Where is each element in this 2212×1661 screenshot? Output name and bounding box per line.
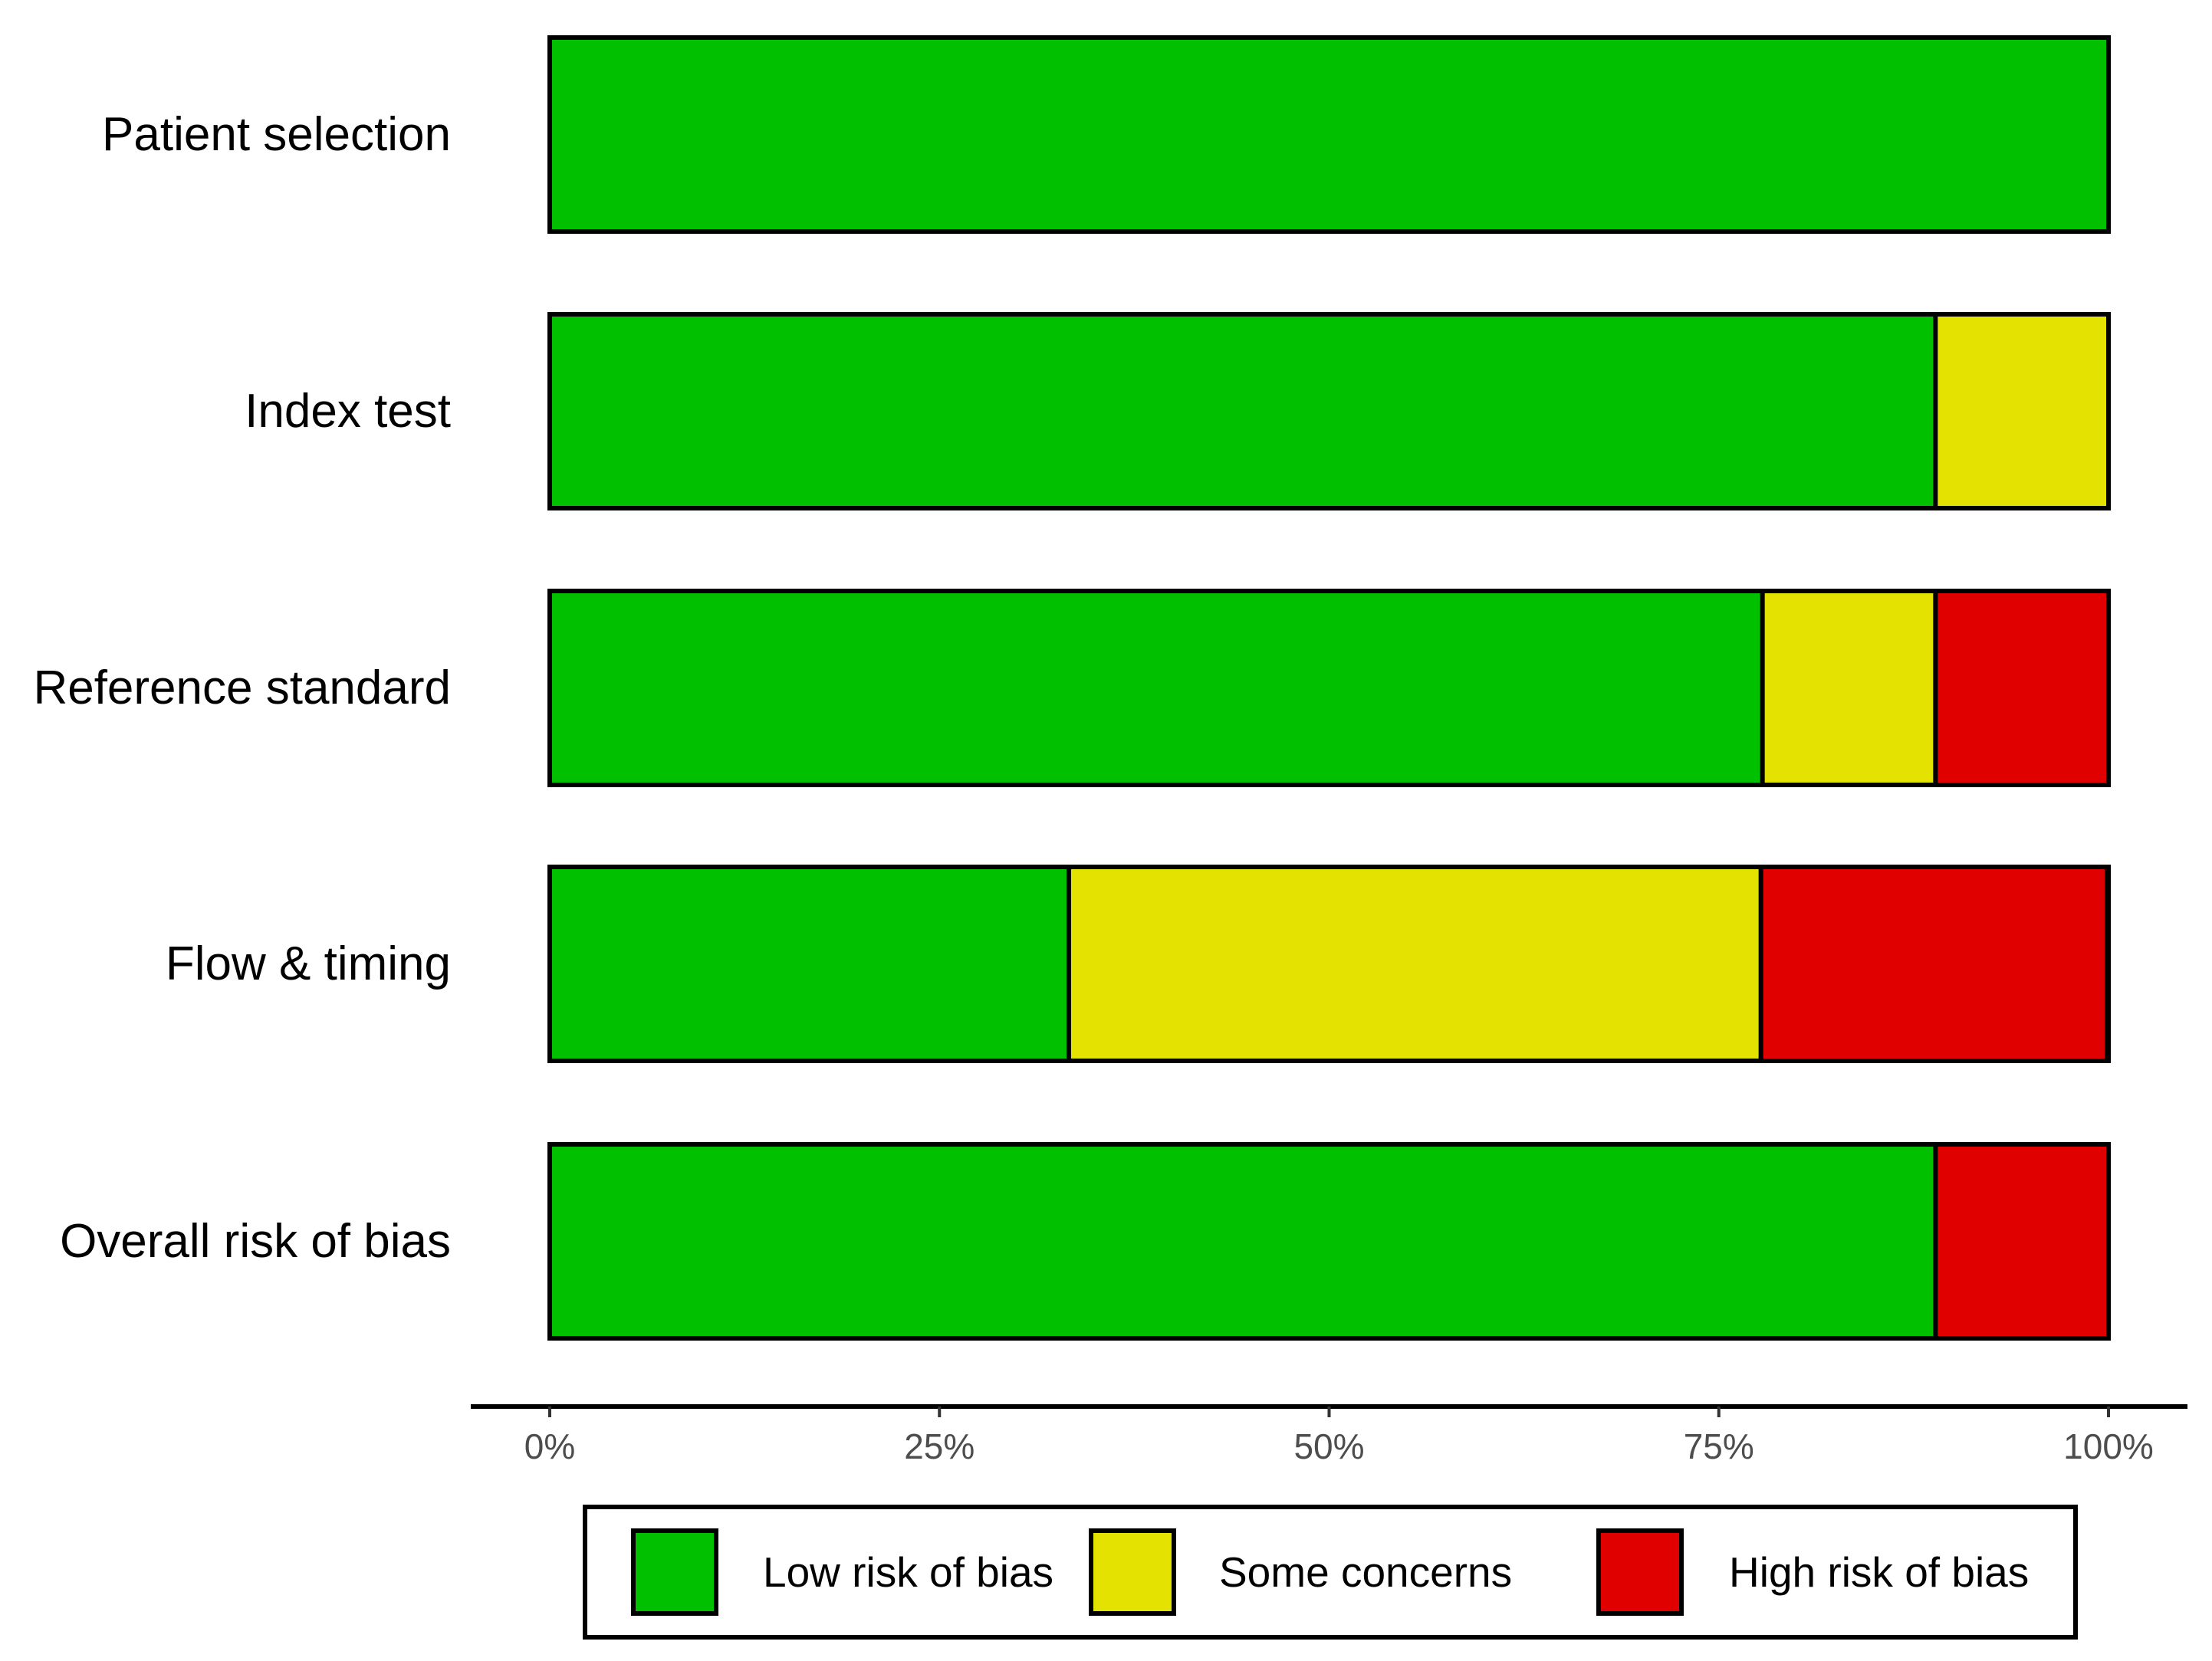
bar-outline <box>547 589 2111 787</box>
bar-row-patient-selection <box>547 35 2111 234</box>
bar-outline <box>547 312 2111 510</box>
bar-row-index-test <box>547 312 2111 510</box>
legend-label-low-risk-of-bias: Low risk of bias <box>763 1548 1053 1596</box>
legend-item-high-risk-of-bias: High risk of bias <box>1596 1528 2029 1616</box>
bar-segment-index-test-low-risk-of-bias <box>550 314 1936 508</box>
bar-segment-overall-risk-of-bias-low-risk-of-bias <box>550 1144 1936 1338</box>
bar-outline <box>547 1142 2111 1341</box>
category-labels: Patient selection Index test Reference sta… <box>33 108 451 1268</box>
x-tick-label: 100% <box>2063 1426 2154 1466</box>
category-label-patient-selection: Patient selection <box>102 108 451 161</box>
legend-item-low-risk-of-bias: Low risk of bias <box>631 1528 1053 1616</box>
legend-label-high-risk-of-bias: High risk of bias <box>1729 1548 2029 1596</box>
bar-segment-flow-and-timing-high-risk-of-bias <box>1760 867 2107 1061</box>
bar-segment-reference-standard-high-risk-of-bias <box>1935 591 2108 785</box>
legend-swatch-low-risk-of-bias <box>631 1528 718 1616</box>
legend-swatch-some-concerns <box>1089 1528 1176 1616</box>
category-label-index-test: Index test <box>245 385 451 438</box>
legend-box <box>583 1505 2078 1640</box>
bar-row-overall-risk-of-bias <box>547 1142 2111 1341</box>
x-axis: 0% 25% 50% 75% 100% <box>471 1404 2187 1466</box>
bar-outline <box>547 35 2111 234</box>
bar-row-reference-standard <box>547 589 2111 787</box>
legend: Low risk of bias Some concerns High risk o… <box>583 1505 2078 1640</box>
bar-segment-index-test-some-concerns <box>1935 314 2108 508</box>
category-label-reference-standard: Reference standard <box>33 661 451 714</box>
x-tick-label: 0% <box>524 1426 575 1466</box>
x-tick-label: 25% <box>904 1426 975 1466</box>
category-label-overall-risk-of-bias: Overall risk of bias <box>60 1215 451 1268</box>
bar-segment-flow-and-timing-low-risk-of-bias <box>550 867 1069 1061</box>
category-label-flow-and-timing: Flow & timing <box>166 937 451 990</box>
legend-swatch-high-risk-of-bias <box>1596 1528 1684 1616</box>
x-tick-label: 50% <box>1293 1426 1364 1466</box>
legend-item-some-concerns: Some concerns <box>1089 1528 1512 1616</box>
bar-segment-flow-and-timing-some-concerns <box>1068 867 1761 1061</box>
bar-segment-reference-standard-low-risk-of-bias <box>550 591 1763 785</box>
bar-segment-patient-selection-low-risk-of-bias <box>550 38 2108 231</box>
bar-outline <box>547 865 2111 1063</box>
bar-segment-overall-risk-of-bias-high-risk-of-bias <box>1935 1144 2108 1338</box>
legend-label-some-concerns: Some concerns <box>1219 1548 1512 1596</box>
x-tick-label: 75% <box>1684 1426 1754 1466</box>
bar-row-flow-and-timing <box>547 865 2111 1063</box>
bars <box>547 35 2111 1341</box>
bar-segment-reference-standard-some-concerns <box>1762 591 1936 785</box>
